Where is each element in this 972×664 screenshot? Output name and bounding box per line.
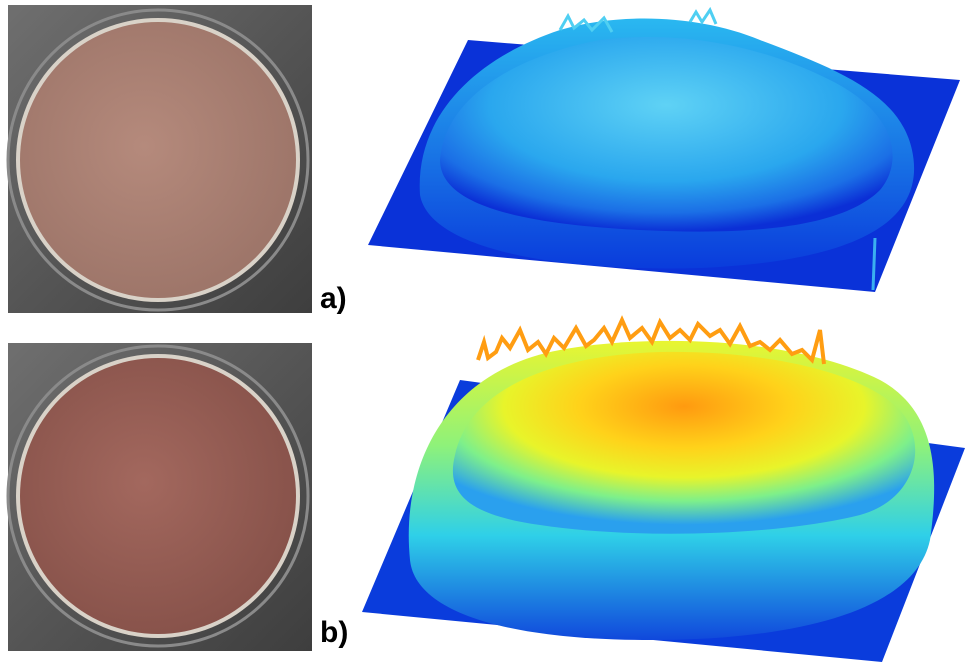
photo bbox=[8, 343, 312, 651]
panel-label: b) bbox=[320, 616, 348, 649]
panel-label: a) bbox=[320, 282, 347, 315]
surface-plot bbox=[362, 320, 965, 662]
surface-plot bbox=[368, 10, 960, 292]
photo bbox=[8, 5, 312, 313]
figure: a) b) bbox=[0, 0, 972, 664]
